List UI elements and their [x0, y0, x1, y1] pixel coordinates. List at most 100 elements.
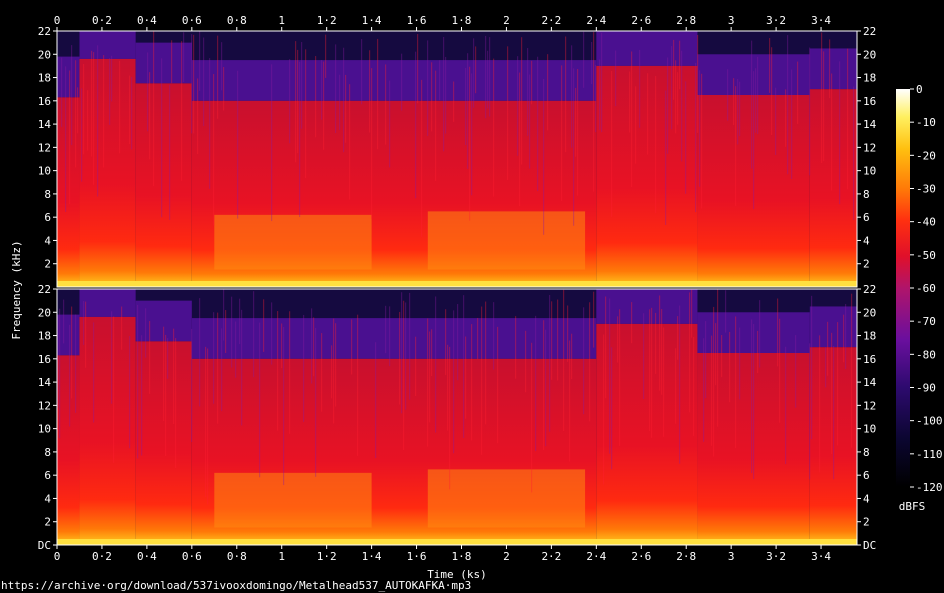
streak — [471, 73, 473, 196]
streak — [165, 334, 167, 457]
streak — [305, 49, 307, 179]
y-tick-label: 16 — [863, 95, 876, 108]
streak — [231, 296, 233, 368]
x-tick-label: 0 — [54, 550, 61, 563]
y-tick-label: 2 — [863, 258, 870, 271]
streak — [691, 289, 693, 338]
streak — [83, 64, 85, 155]
streak — [281, 323, 283, 369]
streak — [717, 289, 719, 427]
streak — [721, 335, 723, 378]
streak — [477, 317, 479, 360]
streak — [447, 344, 449, 431]
streak — [93, 322, 95, 423]
streak — [223, 67, 225, 111]
x-tick-label: 2·8 — [676, 550, 696, 563]
colorbar-tick-label: -40 — [916, 216, 936, 229]
hf-band — [135, 300, 192, 342]
dc-strip — [57, 539, 857, 545]
colorbar-label: dBFS — [899, 500, 926, 513]
y-tick-label: 20 — [863, 306, 876, 319]
streak — [129, 75, 131, 144]
y-tick-label: 4 — [44, 234, 51, 247]
streak — [161, 58, 163, 218]
streak — [203, 37, 205, 126]
streak — [409, 292, 411, 400]
streak — [375, 342, 377, 459]
streak — [681, 50, 683, 162]
x-tick-label: 2·6 — [631, 550, 651, 563]
streak — [759, 300, 761, 368]
energy-band — [809, 89, 857, 287]
streak — [797, 61, 799, 124]
streak — [321, 333, 323, 412]
streak — [191, 34, 193, 134]
loud-band — [214, 472, 372, 528]
streak — [235, 321, 237, 378]
hf-band — [135, 42, 192, 84]
streak — [831, 73, 833, 191]
energy-band — [57, 355, 80, 545]
streak — [651, 307, 653, 438]
streak — [237, 70, 239, 219]
y-tick-label: 2 — [44, 516, 51, 529]
streak — [401, 292, 403, 414]
streak — [573, 68, 575, 226]
streak — [693, 336, 695, 436]
streak — [241, 309, 243, 426]
y-axis-label: Frequency (kHz) — [10, 240, 23, 339]
streak — [63, 299, 65, 344]
streak — [289, 59, 291, 144]
streak — [599, 59, 601, 130]
streak — [439, 60, 441, 101]
streak — [167, 338, 169, 379]
y-tick-label: 4 — [44, 492, 51, 505]
colorbar-tick-label: -30 — [916, 183, 936, 196]
energy-band — [135, 83, 192, 287]
y-tick-label: 20 — [38, 48, 51, 61]
streak — [571, 45, 573, 148]
streak — [471, 324, 473, 441]
streak — [333, 318, 335, 424]
streak — [217, 35, 219, 119]
streak — [109, 58, 111, 125]
y-tick-label: 6 — [44, 211, 51, 224]
x-tick-label: 0·8 — [227, 550, 247, 563]
streak — [469, 66, 471, 221]
streak — [399, 311, 401, 405]
streak — [129, 335, 131, 449]
streak — [415, 336, 417, 397]
streak — [289, 311, 291, 434]
streak — [97, 45, 99, 197]
streak — [569, 340, 571, 462]
colorbar-tick-label: -10 — [916, 116, 936, 129]
streak — [725, 290, 727, 333]
streak — [769, 38, 771, 93]
streak — [57, 316, 59, 408]
x-tick-label: 3·2 — [766, 550, 786, 563]
streak — [695, 62, 697, 213]
streak — [75, 314, 77, 413]
streak — [91, 50, 93, 157]
streak — [371, 68, 373, 219]
streak — [449, 346, 451, 490]
streak — [493, 58, 495, 197]
streak — [369, 50, 371, 133]
y-tick-label: 16 — [863, 353, 876, 366]
streak — [667, 57, 669, 154]
streak — [661, 309, 663, 395]
streak — [671, 46, 673, 130]
streak — [137, 304, 139, 459]
streak — [401, 53, 403, 111]
streak — [617, 316, 619, 363]
hf-band — [191, 318, 597, 359]
streak — [315, 56, 317, 138]
x-tick-label: 3·4 — [811, 14, 831, 27]
energy-band — [57, 97, 80, 287]
streak — [61, 57, 63, 127]
streak — [445, 309, 447, 376]
streak — [87, 90, 89, 151]
hf-band — [191, 60, 597, 101]
streak — [431, 329, 433, 377]
